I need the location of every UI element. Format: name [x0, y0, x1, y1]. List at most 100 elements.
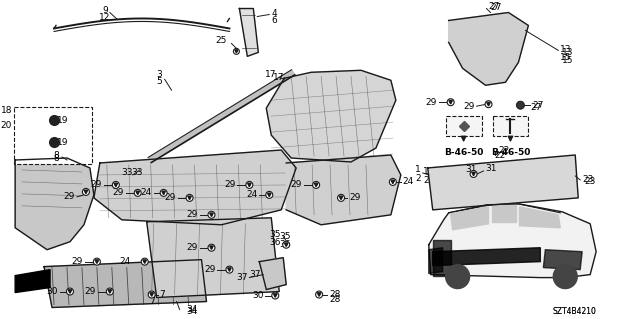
Text: 36: 36: [279, 240, 291, 249]
Polygon shape: [84, 190, 88, 194]
Text: 4: 4: [271, 9, 277, 18]
Polygon shape: [273, 294, 277, 297]
Text: 24: 24: [140, 189, 152, 197]
Text: 29: 29: [186, 243, 198, 252]
Polygon shape: [150, 293, 154, 296]
Text: 29: 29: [186, 210, 198, 219]
Polygon shape: [248, 183, 251, 187]
Polygon shape: [472, 172, 476, 176]
Circle shape: [283, 241, 290, 248]
Text: 27: 27: [531, 103, 541, 112]
Text: 8: 8: [53, 153, 59, 162]
Text: 29: 29: [291, 181, 302, 189]
Text: 37: 37: [236, 273, 247, 282]
Circle shape: [226, 266, 233, 273]
Polygon shape: [429, 204, 596, 278]
Text: 29: 29: [463, 102, 475, 111]
Text: 22: 22: [499, 145, 509, 154]
Text: 29: 29: [349, 193, 360, 202]
Text: B-46-50: B-46-50: [491, 147, 530, 157]
Text: 29: 29: [426, 98, 436, 107]
Polygon shape: [451, 207, 488, 230]
Text: 24: 24: [246, 190, 257, 199]
Polygon shape: [286, 155, 401, 225]
Polygon shape: [235, 50, 238, 53]
Circle shape: [134, 189, 141, 197]
Circle shape: [516, 101, 524, 109]
Circle shape: [389, 178, 396, 185]
Circle shape: [160, 189, 167, 197]
Polygon shape: [210, 213, 213, 217]
Text: 27: 27: [488, 2, 500, 11]
Text: 37: 37: [250, 270, 261, 279]
Polygon shape: [15, 270, 50, 293]
Text: 29: 29: [164, 193, 175, 202]
Polygon shape: [520, 207, 560, 228]
Text: 9: 9: [102, 6, 108, 15]
Text: 29: 29: [224, 181, 236, 189]
Polygon shape: [487, 102, 490, 106]
Circle shape: [93, 258, 100, 265]
Circle shape: [113, 182, 119, 189]
Text: 3: 3: [156, 70, 162, 79]
Text: 33: 33: [121, 168, 132, 177]
Text: 30: 30: [252, 291, 263, 300]
Text: 29: 29: [63, 192, 75, 201]
Text: SZT4B4210: SZT4B4210: [552, 307, 596, 316]
Text: 12: 12: [99, 13, 111, 22]
Text: 7: 7: [159, 290, 165, 299]
Text: 29: 29: [204, 265, 216, 274]
Circle shape: [67, 288, 74, 295]
Polygon shape: [162, 191, 165, 195]
Text: 2: 2: [423, 176, 429, 185]
Polygon shape: [314, 183, 318, 187]
Polygon shape: [228, 268, 231, 271]
Text: 17: 17: [273, 73, 284, 82]
Text: 28: 28: [329, 290, 340, 299]
Polygon shape: [114, 183, 118, 187]
Text: 18: 18: [1, 106, 12, 115]
Text: 31: 31: [486, 165, 497, 174]
Polygon shape: [492, 205, 516, 222]
Text: 19: 19: [57, 137, 68, 146]
Text: 30: 30: [47, 287, 58, 296]
Polygon shape: [94, 150, 296, 225]
Text: 35: 35: [279, 232, 291, 241]
Text: 24: 24: [120, 257, 131, 266]
Text: 23: 23: [582, 175, 593, 184]
Text: 29: 29: [90, 181, 102, 189]
Polygon shape: [148, 70, 295, 163]
Circle shape: [316, 291, 323, 298]
Polygon shape: [266, 70, 396, 162]
Circle shape: [208, 244, 215, 251]
Polygon shape: [239, 9, 259, 56]
Circle shape: [246, 182, 253, 189]
Text: 22: 22: [495, 151, 506, 160]
Text: 25: 25: [215, 36, 227, 45]
Circle shape: [447, 99, 454, 106]
Text: 15: 15: [563, 56, 574, 65]
Text: 20: 20: [1, 121, 12, 130]
Polygon shape: [188, 196, 191, 200]
Text: 1: 1: [423, 167, 429, 176]
Circle shape: [554, 265, 577, 289]
Circle shape: [445, 265, 470, 289]
Text: FR.: FR.: [24, 277, 40, 286]
Circle shape: [312, 182, 319, 189]
Text: 29: 29: [84, 287, 96, 296]
Circle shape: [485, 101, 492, 108]
Circle shape: [106, 288, 113, 295]
Polygon shape: [429, 248, 443, 274]
Text: 35: 35: [269, 230, 281, 239]
Text: 31: 31: [466, 166, 477, 174]
Text: 13: 13: [560, 45, 572, 54]
Polygon shape: [284, 243, 288, 247]
Text: 17: 17: [265, 70, 276, 79]
Text: 8: 8: [53, 151, 59, 160]
Text: 13: 13: [563, 48, 574, 57]
Polygon shape: [15, 158, 94, 250]
Polygon shape: [433, 248, 540, 266]
Text: 29: 29: [72, 257, 83, 266]
Text: 5: 5: [156, 77, 162, 86]
Circle shape: [272, 292, 279, 299]
